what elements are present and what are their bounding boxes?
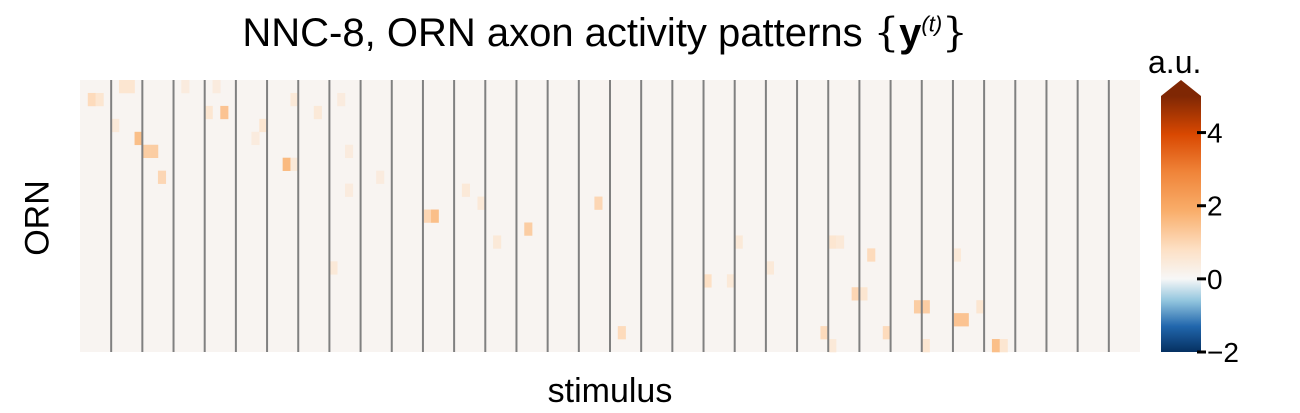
heatmap-cell	[313, 105, 322, 120]
heatmap-cell	[282, 157, 291, 171]
heatmap-cell	[329, 261, 338, 275]
colorbar-tick-label: 4	[1207, 118, 1223, 149]
title-brace-close: }	[942, 10, 968, 56]
heatmap-cell	[524, 222, 533, 236]
colorbar-tick-label: 2	[1207, 191, 1223, 222]
heatmap-cell	[290, 157, 299, 171]
heatmap-cell	[251, 131, 260, 146]
title-prefix: NNC-8, ORN axon activity patterns	[242, 11, 874, 55]
heatmap-cell	[118, 80, 128, 94]
heatmap-cell	[828, 235, 837, 249]
heatmap-cell	[126, 80, 135, 94]
heatmap-cell	[999, 339, 1008, 353]
heatmap-cell	[212, 80, 221, 94]
heatmap-cell	[345, 144, 354, 159]
heatmap-cell	[430, 209, 439, 223]
heatmap-cell	[111, 118, 120, 133]
chart-title: NNC-8, ORN axon activity patterns {y(t)}	[0, 10, 1210, 56]
heatmap-cell	[95, 92, 104, 107]
x-axis-label: stimulus	[547, 372, 673, 410]
heatmap-cell	[157, 170, 167, 184]
heatmap-cell	[734, 235, 743, 249]
heatmap-cell	[726, 274, 736, 288]
heatmap-cell	[87, 92, 96, 107]
heatmap-cell	[960, 313, 969, 327]
heatmap-cell	[867, 248, 876, 262]
title-superscript: (t)	[921, 11, 943, 37]
heatmap-cell	[290, 92, 299, 107]
heatmap-cell	[921, 300, 930, 314]
heatmap-cell	[952, 313, 962, 327]
heatmap-cell	[851, 287, 860, 301]
heatmap-cell	[259, 118, 268, 133]
stimulus-group-separators	[110, 80, 1110, 352]
heatmap-cell	[150, 144, 159, 159]
colorbar-extend-arrow	[1161, 80, 1201, 96]
heatmap-cell	[376, 170, 385, 184]
colorbar: −2 0 2 4	[1161, 80, 1239, 368]
heatmap-cell	[345, 183, 354, 197]
heatmap-cell	[703, 274, 712, 288]
heatmap-cell	[921, 339, 930, 353]
colorbar-tick-label: 0	[1207, 264, 1223, 295]
heatmap-cell	[820, 326, 829, 340]
heatmap-cell	[913, 300, 923, 314]
heatmap-cell	[337, 92, 346, 107]
heatmap-cell	[477, 196, 486, 210]
colorbar-gradient	[1161, 96, 1201, 352]
heatmap-cell	[859, 287, 868, 301]
heatmap-cell	[461, 183, 471, 197]
heatmap-cell	[134, 131, 143, 146]
heatmap-cell	[181, 80, 190, 94]
heatmap-cell	[836, 235, 845, 249]
heatmap-cell	[594, 196, 603, 210]
heatmap-cell	[220, 105, 229, 120]
heatmap-cell	[422, 209, 432, 223]
heatmap-cell	[765, 261, 774, 275]
heatmap-cell	[952, 248, 962, 262]
heatmap-cell	[617, 326, 626, 340]
title-brace-open: {	[873, 10, 900, 56]
colorbar-label: a.u.	[1148, 44, 1202, 80]
heatmap-cell	[976, 300, 985, 314]
title-bold-symbol: y	[899, 11, 922, 55]
heatmap-cell	[493, 235, 502, 249]
colorbar-tick-label: −2	[1207, 337, 1239, 368]
heatmap-cell	[828, 339, 837, 353]
heatmap-cell	[142, 144, 151, 159]
heatmap-cell	[882, 326, 891, 340]
heatmap-cell	[204, 105, 213, 120]
heatmap-cell	[991, 339, 1001, 353]
